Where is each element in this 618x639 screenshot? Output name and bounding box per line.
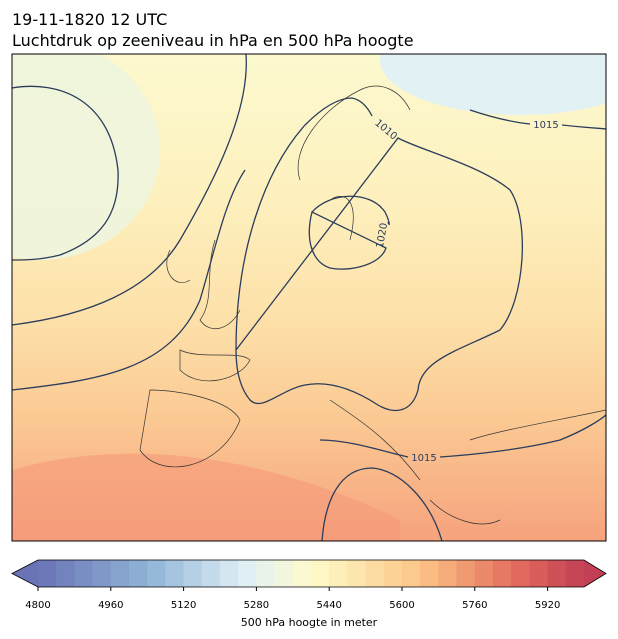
colorbar-extend-low — [12, 560, 38, 587]
colorbar-bin — [238, 560, 257, 587]
colorbar-bin — [92, 560, 112, 587]
isobar-label: 1015 — [533, 120, 558, 131]
colorbar-bin — [147, 560, 166, 587]
colorbar-bin — [529, 560, 549, 587]
colorbar-bin — [329, 560, 348, 587]
isobar-label: 1015 — [411, 453, 436, 464]
colorbar-bin — [201, 560, 221, 587]
isobar-label: 1020 — [375, 222, 390, 249]
colorbar-bin — [383, 560, 403, 587]
colorbar-bin — [165, 560, 185, 587]
colorbar-bin — [511, 560, 530, 587]
colorbar-bin — [274, 560, 294, 587]
colorbar-bin — [292, 560, 312, 587]
colorbar: 4800 4960 5120 5280 5440 5600 5760 5920 — [11, 559, 607, 611]
colorbar-bin — [110, 560, 130, 587]
colorbar-bin — [183, 560, 203, 587]
colorbar-tick-label: 5600 — [389, 600, 414, 611]
colorbar-bin — [547, 560, 567, 587]
colorbar-bin — [311, 560, 330, 587]
colorbar-tick-label: 5280 — [244, 600, 269, 611]
colorbar-tick-label: 5760 — [462, 600, 487, 611]
colorbar-extend-high — [584, 560, 606, 587]
colorbar-bin — [38, 560, 57, 587]
colorbar-bin — [74, 560, 94, 587]
colorbar-tick-label: 5440 — [316, 600, 341, 611]
colorbar-bin — [474, 560, 494, 587]
colorbar-bin — [493, 560, 512, 587]
colorbar-bin — [365, 560, 385, 587]
colorbar-bin — [456, 560, 476, 587]
colorbar-bin — [129, 560, 148, 587]
colorbar-tick-label: 4800 — [25, 600, 50, 611]
colorbar-bin — [438, 560, 458, 587]
colorbar-tick-label: 5120 — [171, 600, 196, 611]
colorbar-bin — [402, 560, 421, 587]
colorbar-tick-label: 4960 — [98, 600, 123, 611]
colorbar-tick-label: 5920 — [535, 600, 560, 611]
colorbar-bin — [56, 560, 75, 587]
map-frame — [11, 53, 607, 542]
title: 19-11-1820 12 UTC — [12, 10, 167, 29]
colorbar-bin — [565, 560, 585, 587]
colorbar-bin — [220, 560, 239, 587]
colorbar-bin — [256, 560, 276, 587]
subtitle: Luchtdruk op zeeniveau in hPa en 500 hPa… — [12, 31, 414, 50]
colorbar-bin — [420, 560, 439, 587]
colorbar-bin — [347, 560, 367, 587]
map — [12, 54, 606, 541]
colorbar-label: 500 hPa hoogte in meter — [241, 616, 378, 629]
